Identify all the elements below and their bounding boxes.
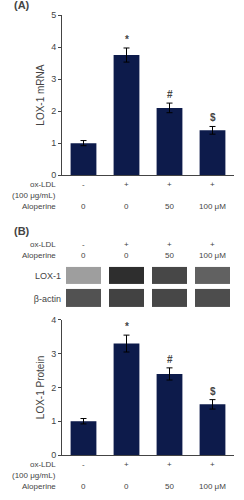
- svg-text:LOX-1 mRNA: LOX-1 mRNA: [35, 64, 46, 125]
- svg-text:0: 0: [81, 251, 86, 260]
- svg-text:(B): (B): [14, 225, 30, 237]
- svg-text:0: 0: [124, 482, 129, 491]
- svg-text:LOX-1: LOX-1: [35, 271, 61, 281]
- svg-text:$: $: [210, 386, 216, 397]
- svg-text:0: 0: [51, 170, 56, 180]
- svg-text:4: 4: [51, 42, 56, 52]
- svg-text:4: 4: [51, 315, 56, 325]
- svg-text:#: #: [167, 89, 173, 100]
- svg-text:1: 1: [51, 138, 56, 148]
- svg-text:0: 0: [51, 450, 56, 460]
- svg-text:+: +: [124, 240, 129, 249]
- svg-text:+: +: [210, 460, 215, 469]
- svg-text:*: *: [125, 321, 129, 332]
- svg-text:Aloperine: Aloperine: [22, 251, 56, 260]
- svg-text:100 μM: 100 μM: [199, 482, 226, 491]
- svg-text:ox-LDL: ox-LDL: [30, 180, 56, 189]
- svg-text:Aloperine: Aloperine: [22, 202, 56, 211]
- svg-text:+: +: [167, 460, 172, 469]
- svg-text:*: *: [125, 34, 129, 45]
- svg-text:ox-LDL: ox-LDL: [30, 460, 56, 469]
- svg-text:0: 0: [124, 202, 129, 211]
- svg-text:2: 2: [51, 383, 56, 393]
- svg-text:100 μM: 100 μM: [199, 202, 226, 211]
- svg-text:+: +: [167, 180, 172, 189]
- svg-text:50: 50: [165, 202, 174, 211]
- svg-text:100 μM: 100 μM: [199, 251, 226, 260]
- svg-text:(100 μg/mL): (100 μg/mL): [12, 191, 56, 200]
- svg-text:1: 1: [51, 416, 56, 426]
- svg-text:#: #: [167, 354, 173, 365]
- svg-text:+: +: [210, 180, 215, 189]
- svg-text:LOX-1 Protein: LOX-1 Protein: [35, 356, 46, 419]
- svg-text:-: -: [82, 180, 85, 189]
- svg-text:+: +: [124, 460, 129, 469]
- svg-text:0: 0: [81, 202, 86, 211]
- svg-text:2: 2: [51, 106, 56, 116]
- svg-text:+: +: [167, 240, 172, 249]
- svg-text:β-actin: β-actin: [34, 294, 61, 304]
- svg-text:(A): (A): [14, 0, 30, 11]
- svg-text:+: +: [210, 240, 215, 249]
- svg-text:3: 3: [51, 349, 56, 359]
- svg-text:+: +: [124, 180, 129, 189]
- svg-text:5: 5: [51, 10, 56, 20]
- svg-text:3: 3: [51, 74, 56, 84]
- svg-text:-: -: [82, 460, 85, 469]
- svg-text:50: 50: [165, 482, 174, 491]
- svg-text:0: 0: [81, 482, 86, 491]
- svg-text:ox-LDL: ox-LDL: [30, 240, 56, 249]
- svg-text:50: 50: [165, 251, 174, 260]
- svg-text:Aloperine: Aloperine: [22, 482, 56, 491]
- svg-text:-: -: [82, 240, 85, 249]
- svg-text:$: $: [210, 112, 216, 123]
- svg-text:(100 μg/mL): (100 μg/mL): [12, 471, 56, 480]
- svg-text:0: 0: [124, 251, 129, 260]
